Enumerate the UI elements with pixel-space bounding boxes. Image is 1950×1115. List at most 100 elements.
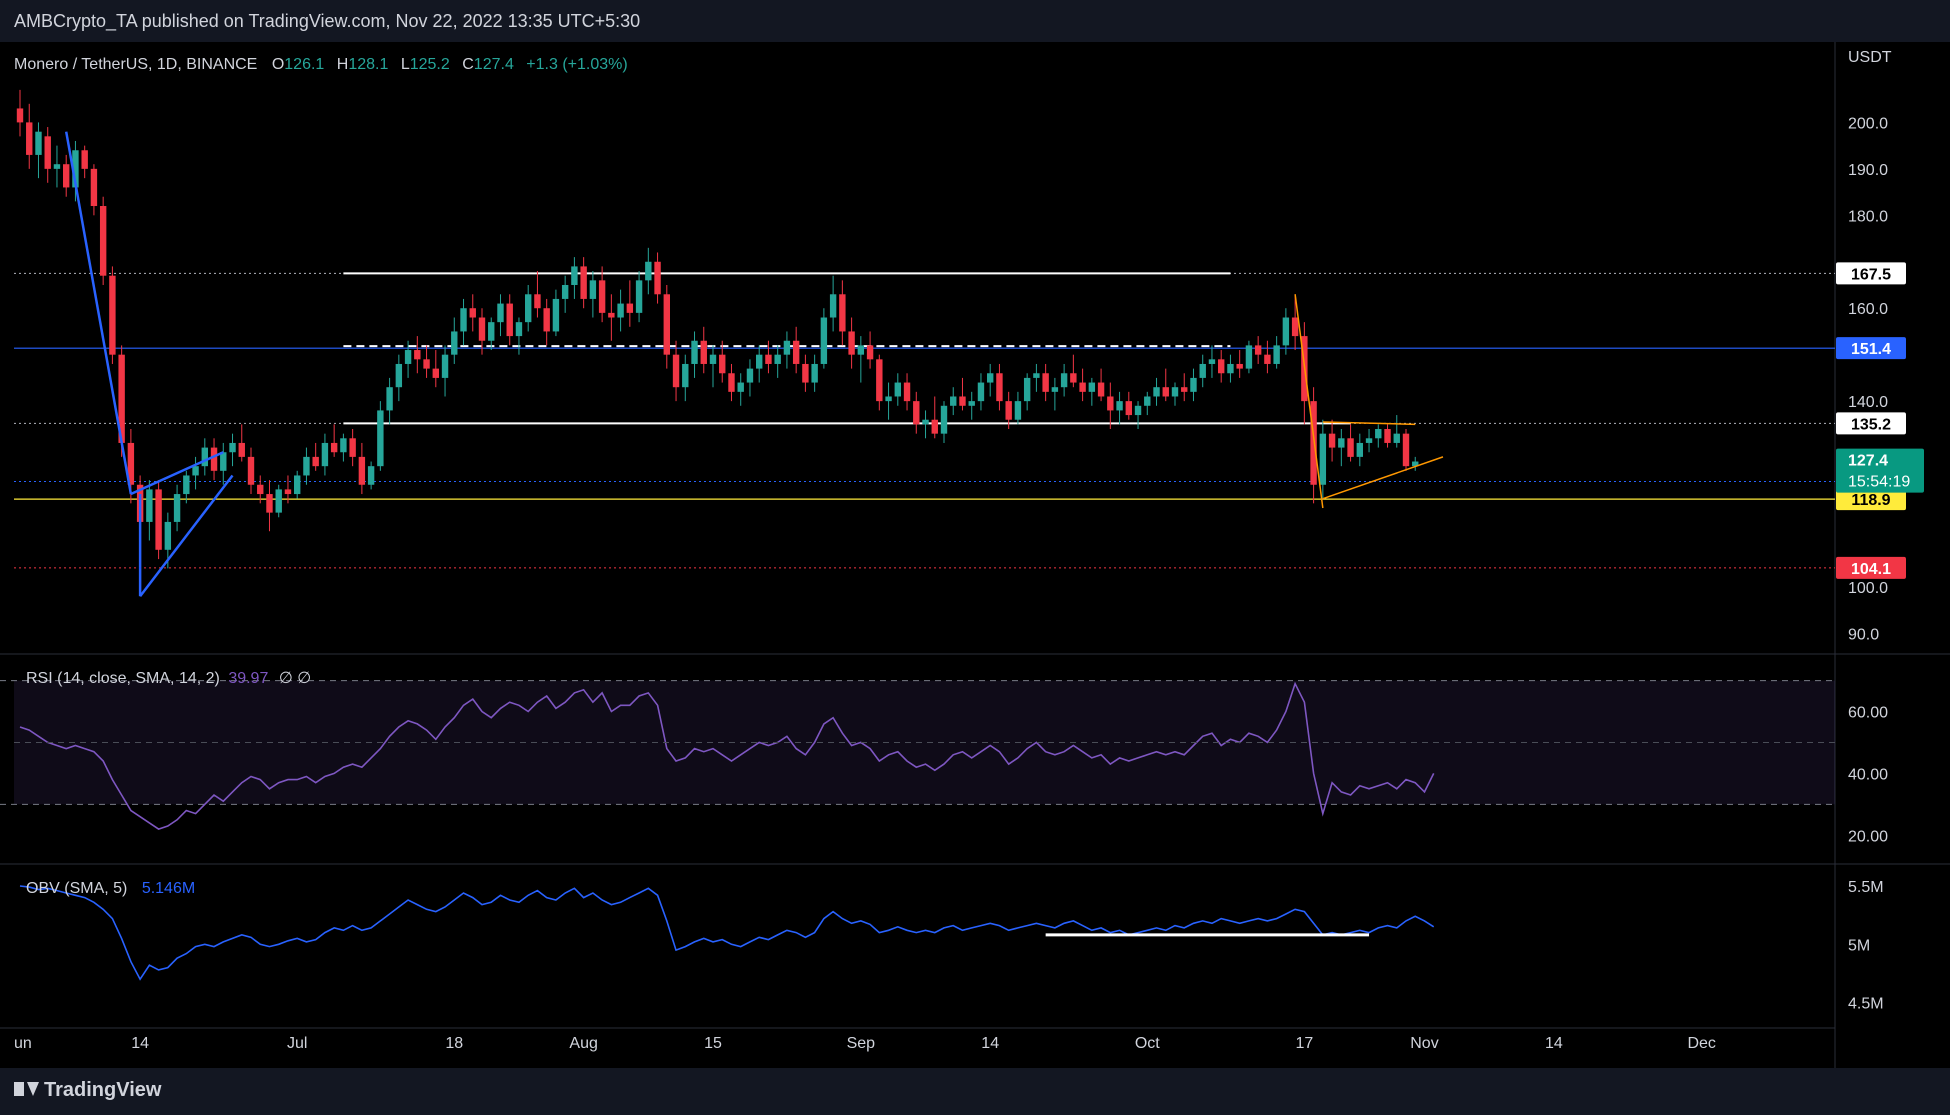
- low-label: L: [401, 56, 410, 73]
- candle-body: [1005, 401, 1012, 420]
- rsi-tick-label: 20.00: [1848, 828, 1888, 845]
- candle-body: [210, 447, 218, 471]
- candle-body: [1070, 373, 1077, 383]
- candle-body: [146, 489, 153, 522]
- candle-body: [497, 303, 504, 323]
- candle-body: [229, 442, 236, 453]
- chart-svg[interactable]: 200.0 190.0 180.0 160.0 140.0 100.0 90.0 167.5…: [0, 42, 1950, 1068]
- candle-body: [1402, 433, 1410, 467]
- candle-body: [1116, 401, 1123, 411]
- candle-body: [1310, 401, 1317, 485]
- candle-body: [312, 456, 319, 467]
- candle-body: [386, 387, 393, 411]
- candle-body: [118, 354, 125, 443]
- candle-body: [719, 354, 726, 374]
- candle-body: [488, 322, 495, 341]
- price-tick-label: 190.0: [1848, 162, 1888, 179]
- rsi-legend-extra: ∅ ∅: [279, 670, 311, 687]
- candle-body: [266, 494, 273, 513]
- publisher-text: AMBCrypto_TA published on TradingView.co…: [14, 11, 641, 31]
- price-tick-label: 200.0: [1848, 115, 1888, 132]
- candle-body: [127, 442, 135, 485]
- tradingview-logo[interactable]: TradingView: [14, 1079, 161, 1102]
- candle-body: [164, 521, 172, 550]
- triangle-bottom-line: [1322, 456, 1444, 500]
- open-value: 126.1: [284, 56, 324, 73]
- candle-body: [525, 294, 532, 323]
- price-badge: [1836, 556, 1906, 579]
- chart-area[interactable]: 200.0 190.0 180.0 160.0 140.0 100.0 90.0 167.5…: [0, 42, 1950, 1068]
- wedge-lower-line: [139, 474, 234, 598]
- candle-body: [913, 401, 920, 425]
- time-tick-label: Oct: [1135, 1035, 1160, 1052]
- candle-body: [1264, 354, 1271, 364]
- candle-body: [1042, 373, 1049, 392]
- price-badge-label: 118.9: [1851, 492, 1890, 509]
- candle-body: [894, 382, 901, 397]
- rsi-tick-label: 60.00: [1848, 705, 1888, 722]
- candle-body: [53, 164, 61, 169]
- candle-body: [866, 345, 874, 360]
- candle-body: [931, 419, 938, 434]
- candle-body: [1365, 438, 1373, 443]
- candle-body: [728, 373, 735, 392]
- time-tick-label: Nov: [1410, 1035, 1438, 1052]
- time-tick-label: Dec: [1687, 1035, 1715, 1052]
- candle-body: [1181, 387, 1188, 392]
- obv-tick-label: 4.5M: [1848, 996, 1884, 1013]
- price-tick-label: 90.0: [1848, 626, 1879, 643]
- candle-body: [1134, 405, 1142, 416]
- candle-body: [367, 466, 375, 485]
- candle-body: [737, 382, 744, 392]
- candle-body: [645, 261, 652, 281]
- time-tick-label: 15: [704, 1035, 722, 1052]
- candle-body: [1273, 345, 1280, 364]
- ohlc-legend: Monero / TetherUS, 1D, BINANCE O126.1 H1…: [14, 56, 628, 73]
- candle-body: [44, 136, 51, 169]
- candle-body: [968, 401, 975, 406]
- candle-body: [1328, 433, 1336, 448]
- price-axis-background[interactable]: [1835, 42, 1950, 1068]
- candle-body: [377, 410, 384, 467]
- price-tick-label: 160.0: [1848, 301, 1888, 318]
- time-tick-label: Jul: [287, 1035, 307, 1052]
- candle-body: [950, 396, 957, 406]
- tradingview-logo-icon: [14, 1082, 39, 1096]
- time-tick-label: Sep: [847, 1035, 876, 1052]
- candle-body: [885, 396, 892, 402]
- time-tick-label: 17: [1295, 1035, 1313, 1052]
- rsi-axis-ticks: 60.00 40.00 20.00: [1848, 705, 1888, 846]
- candle-body: [1107, 396, 1114, 411]
- candle-body: [876, 359, 883, 402]
- candle-body: [811, 363, 818, 383]
- candle-body: [1199, 363, 1206, 378]
- countdown-label: 15:54:19: [1848, 474, 1910, 491]
- candle-body: [746, 368, 754, 383]
- candle-body: [183, 475, 190, 495]
- candle-body: [81, 150, 88, 169]
- candle-body: [820, 317, 828, 364]
- candle-body: [783, 340, 791, 355]
- candle-body: [1384, 429, 1391, 443]
- candle-body: [543, 308, 550, 332]
- obv-legend-label: OBV (SMA, 5): [26, 880, 127, 897]
- wedge-upper-line: [130, 451, 224, 496]
- candle-body: [1144, 396, 1151, 406]
- time-tick-label: 14: [1545, 1035, 1563, 1052]
- candle-body: [303, 456, 310, 476]
- candle-body: [598, 280, 606, 313]
- candle-body: [247, 456, 255, 485]
- price-axis-badges: 167.5151.4135.2122.7118.9104.1127.415:54…: [1836, 262, 1924, 579]
- candle-body: [349, 438, 356, 457]
- candle-body: [155, 489, 162, 550]
- candle-body: [284, 489, 292, 495]
- candle-body: [1356, 442, 1363, 457]
- obv-tick-label: 5.5M: [1848, 879, 1884, 896]
- rsi-line: [19, 681, 1435, 830]
- candle-body: [1338, 438, 1345, 448]
- candle-body: [506, 303, 513, 337]
- candle-body: [441, 354, 449, 378]
- candle-body: [1375, 429, 1382, 439]
- candle-body: [1393, 433, 1400, 443]
- candle-body: [1162, 387, 1169, 397]
